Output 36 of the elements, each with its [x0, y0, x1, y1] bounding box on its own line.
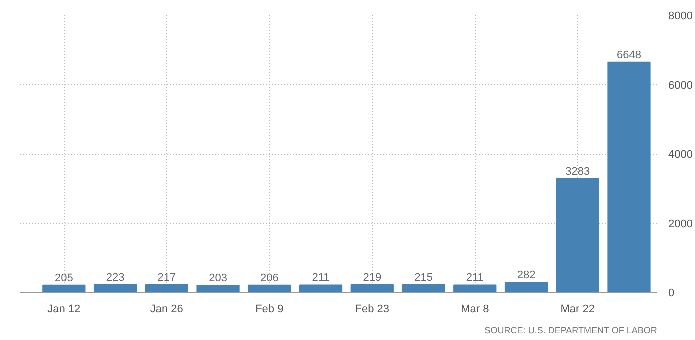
data-label: 206	[260, 272, 279, 284]
bar	[402, 284, 446, 292]
bar	[299, 284, 343, 292]
data-label: 6648	[617, 49, 642, 62]
y-tick-label: 2000	[668, 218, 693, 230]
bar	[145, 284, 188, 292]
data-label: 211	[312, 272, 330, 284]
bar	[454, 284, 497, 292]
x-tick-label: Mar 8	[461, 304, 490, 316]
bar	[608, 62, 651, 292]
source-note: SOURCE: U.S. DEPARTMENT OF LABOR	[484, 326, 658, 336]
data-label: 219	[363, 272, 382, 284]
data-label: 205	[54, 272, 74, 284]
y-tick-label: 8000	[668, 10, 693, 22]
data-label: 211	[466, 272, 484, 284]
bar	[556, 178, 600, 292]
y-tick-label: 4000	[668, 149, 693, 161]
data-label: 223	[106, 272, 125, 284]
bar	[94, 284, 138, 292]
data-label: 203	[209, 272, 228, 284]
data-label: 282	[517, 270, 536, 282]
x-tick-label: Jan 12	[48, 304, 81, 316]
y-tick-label: 6000	[668, 80, 693, 92]
bar	[196, 284, 240, 292]
bar	[350, 284, 394, 292]
bar	[42, 284, 86, 292]
bar	[248, 284, 292, 292]
data-label: 3283	[566, 166, 590, 178]
x-tick-label: Mar 22	[560, 304, 596, 316]
x-tick-label: Jan 26	[150, 304, 184, 316]
data-label: 217	[158, 272, 176, 284]
bar	[504, 282, 548, 292]
x-tick-label: Feb 9	[256, 304, 284, 316]
data-label: 215	[414, 272, 433, 284]
y-tick-label: 0	[668, 288, 675, 300]
x-tick-label: Feb 23	[355, 304, 390, 316]
